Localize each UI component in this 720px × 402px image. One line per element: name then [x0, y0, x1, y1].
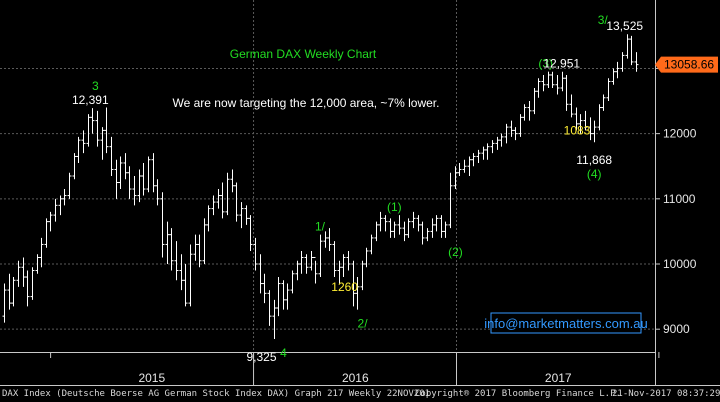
footer-security-description: DAX Index (Deutsche Boerse AG German Sto… — [2, 389, 431, 399]
bloomberg-footer: DAX Index (Deutsche Boerse AG German Sto… — [0, 386, 720, 402]
wave-annotation: (1) — [387, 200, 402, 214]
y-tick-label: 10000 — [663, 257, 697, 271]
y-tick-label: 9000 — [663, 322, 690, 336]
email-text: info@marketmatters.com.au — [484, 316, 647, 331]
email-box — [490, 312, 642, 334]
wave-annotation: 9,325 — [247, 350, 277, 364]
last-price-marker — [655, 56, 718, 73]
wave-annotation: 11,868 — [576, 153, 612, 167]
dax-weekly-chart: 900010000110001200013000201520162017Germ… — [0, 0, 720, 386]
y-tick-label: 11000 — [663, 192, 696, 206]
wave-annotation: 3 — [92, 79, 99, 93]
wave-annotation: 12,391 — [72, 93, 109, 107]
wave-annotation: 2/ — [358, 317, 369, 331]
last-price-label: 13058.66 — [664, 58, 714, 72]
wave-annotation: (2) — [448, 245, 463, 259]
wave-annotation: 4 — [280, 346, 287, 360]
wave-annotation: (3) — [538, 57, 553, 71]
wave-annotation: (4) — [587, 167, 602, 181]
chart-title: German DAX Weekly Chart — [230, 47, 377, 61]
x-year-label: 2017 — [545, 371, 572, 385]
wave-annotation: 1083 — [564, 123, 591, 137]
wave-annotation: 12,951 — [543, 57, 580, 71]
x-year-label: 2016 — [342, 371, 369, 385]
wave-annotation: 13,525 — [606, 19, 643, 33]
y-tick-label: 12000 — [663, 127, 697, 141]
footer-copyright: Copyright® 2017 Bloomberg Finance L.P. — [415, 389, 621, 399]
x-year-label: 2015 — [138, 371, 165, 385]
target-note: We are now targeting the 12,000 area, ~7… — [173, 96, 440, 110]
wave-annotation: 1/ — [315, 220, 326, 234]
wave-annotation: 1260 — [331, 280, 358, 294]
footer-timestamp: 21-Nov-2017 08:37:29 — [612, 389, 720, 399]
wave-annotation: 3/ — [598, 13, 609, 27]
